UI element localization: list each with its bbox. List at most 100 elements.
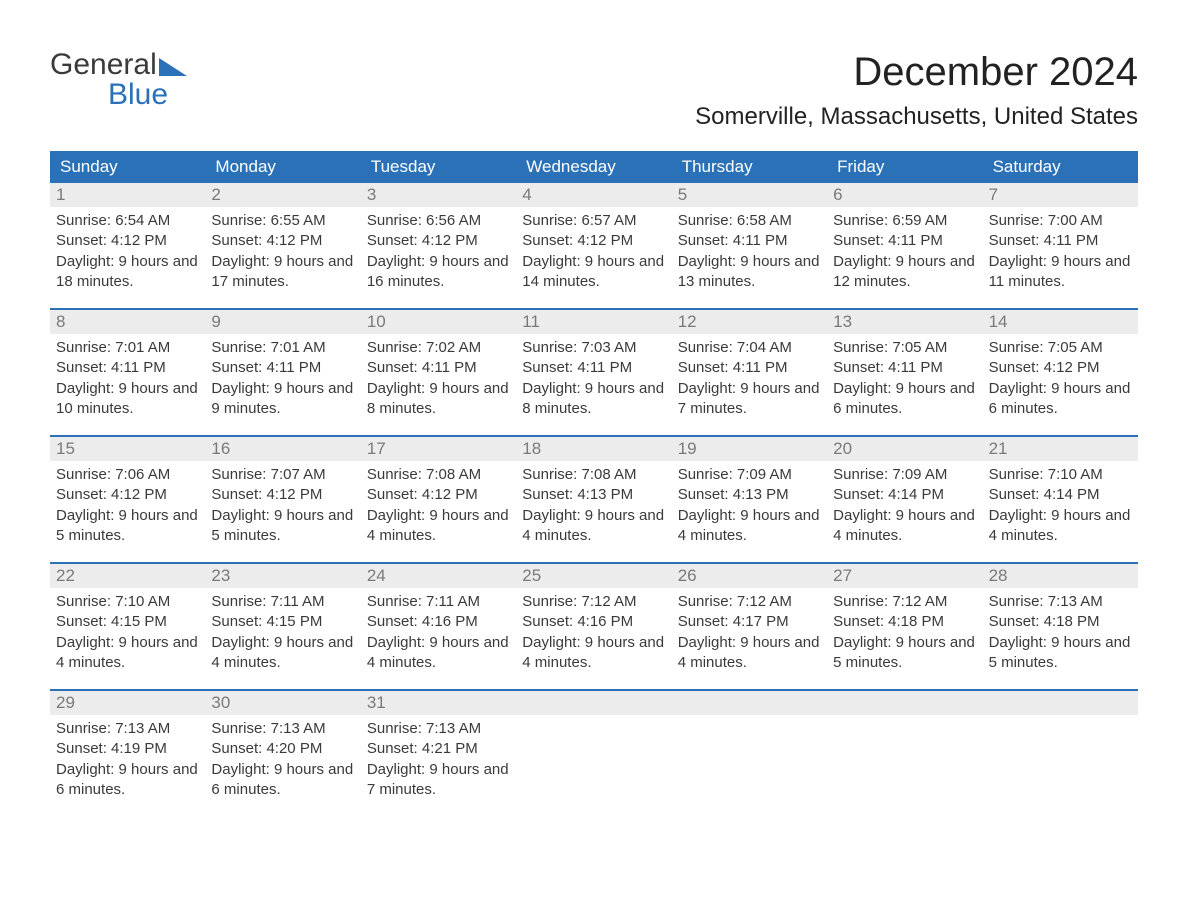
calendar-week: 15161718192021Sunrise: 7:06 AMSunset: 4:…	[50, 435, 1138, 550]
sunset-text: Sunset: 4:11 PM	[833, 358, 976, 378]
day-number: 25	[516, 564, 671, 588]
daylight-text: Daylight: 9 hours and 7 minutes.	[367, 760, 510, 801]
calendar-weeks: 1234567Sunrise: 6:54 AMSunset: 4:12 PMDa…	[50, 183, 1138, 804]
calendar-day-header: Sunday Monday Tuesday Wednesday Thursday…	[50, 151, 1138, 183]
sunset-text: Sunset: 4:11 PM	[522, 358, 665, 378]
daylight-text: Daylight: 9 hours and 10 minutes.	[56, 379, 199, 420]
daylight-text: Daylight: 9 hours and 14 minutes.	[522, 252, 665, 293]
day-number: 20	[827, 437, 982, 461]
header: General Blue December 2024 Somerville, M…	[50, 50, 1138, 145]
day-number	[983, 691, 1138, 715]
sunset-text: Sunset: 4:12 PM	[367, 231, 510, 251]
day-cell: Sunrise: 7:08 AMSunset: 4:12 PMDaylight:…	[361, 461, 516, 550]
page-title: December 2024	[695, 50, 1138, 95]
daylight-text: Daylight: 9 hours and 4 minutes.	[678, 506, 821, 547]
calendar-week: 293031 Sunrise: 7:13 AMSunset: 4:19 PMDa…	[50, 689, 1138, 804]
daylight-text: Daylight: 9 hours and 5 minutes.	[833, 633, 976, 674]
day-number: 3	[361, 183, 516, 207]
day-cell: Sunrise: 7:13 AMSunset: 4:19 PMDaylight:…	[50, 715, 205, 804]
sunset-text: Sunset: 4:19 PM	[56, 739, 199, 759]
sunset-text: Sunset: 4:16 PM	[367, 612, 510, 632]
sunrise-text: Sunrise: 7:08 AM	[367, 465, 510, 485]
day-number: 2	[205, 183, 360, 207]
sunset-text: Sunset: 4:18 PM	[989, 612, 1132, 632]
day-cell: Sunrise: 6:55 AMSunset: 4:12 PMDaylight:…	[205, 207, 360, 296]
sunset-text: Sunset: 4:11 PM	[678, 358, 821, 378]
day-number: 11	[516, 310, 671, 334]
daylight-text: Daylight: 9 hours and 9 minutes.	[211, 379, 354, 420]
day-cell: Sunrise: 7:10 AMSunset: 4:15 PMDaylight:…	[50, 588, 205, 677]
day-number: 19	[672, 437, 827, 461]
day-number: 21	[983, 437, 1138, 461]
sunrise-text: Sunrise: 7:13 AM	[989, 592, 1132, 612]
dayname-wed: Wednesday	[516, 151, 671, 183]
daynum-row: 22232425262728	[50, 564, 1138, 588]
daylight-text: Daylight: 9 hours and 6 minutes.	[989, 379, 1132, 420]
sunset-text: Sunset: 4:12 PM	[56, 485, 199, 505]
day-number: 26	[672, 564, 827, 588]
dayname-fri: Friday	[827, 151, 982, 183]
sunrise-text: Sunrise: 7:07 AM	[211, 465, 354, 485]
daylight-text: Daylight: 9 hours and 18 minutes.	[56, 252, 199, 293]
day-cell: Sunrise: 7:04 AMSunset: 4:11 PMDaylight:…	[672, 334, 827, 423]
daylight-text: Daylight: 9 hours and 4 minutes.	[678, 633, 821, 674]
day-cell: Sunrise: 7:12 AMSunset: 4:18 PMDaylight:…	[827, 588, 982, 677]
day-cell: Sunrise: 6:57 AMSunset: 4:12 PMDaylight:…	[516, 207, 671, 296]
sunset-text: Sunset: 4:12 PM	[522, 231, 665, 251]
sunset-text: Sunset: 4:12 PM	[56, 231, 199, 251]
daylight-text: Daylight: 9 hours and 8 minutes.	[522, 379, 665, 420]
sunrise-text: Sunrise: 7:00 AM	[989, 211, 1132, 231]
daylight-text: Daylight: 9 hours and 4 minutes.	[367, 506, 510, 547]
sunrise-text: Sunrise: 7:10 AM	[56, 592, 199, 612]
sunrise-text: Sunrise: 7:05 AM	[989, 338, 1132, 358]
daylight-text: Daylight: 9 hours and 5 minutes.	[989, 633, 1132, 674]
sunrise-text: Sunrise: 7:01 AM	[56, 338, 199, 358]
sunrise-text: Sunrise: 7:13 AM	[211, 719, 354, 739]
day-cell: Sunrise: 6:58 AMSunset: 4:11 PMDaylight:…	[672, 207, 827, 296]
day-number: 13	[827, 310, 982, 334]
day-cell: Sunrise: 7:13 AMSunset: 4:21 PMDaylight:…	[361, 715, 516, 804]
daybody-row: Sunrise: 7:10 AMSunset: 4:15 PMDaylight:…	[50, 588, 1138, 677]
sunset-text: Sunset: 4:12 PM	[989, 358, 1132, 378]
sunrise-text: Sunrise: 7:03 AM	[522, 338, 665, 358]
sunset-text: Sunset: 4:11 PM	[367, 358, 510, 378]
day-cell: Sunrise: 7:11 AMSunset: 4:15 PMDaylight:…	[205, 588, 360, 677]
sunset-text: Sunset: 4:12 PM	[211, 485, 354, 505]
daylight-text: Daylight: 9 hours and 7 minutes.	[678, 379, 821, 420]
day-cell	[672, 715, 827, 804]
daylight-text: Daylight: 9 hours and 5 minutes.	[211, 506, 354, 547]
day-cell	[516, 715, 671, 804]
sunrise-text: Sunrise: 7:12 AM	[522, 592, 665, 612]
day-number: 27	[827, 564, 982, 588]
day-cell	[827, 715, 982, 804]
calendar-week: 891011121314Sunrise: 7:01 AMSunset: 4:11…	[50, 308, 1138, 423]
sunrise-text: Sunrise: 6:56 AM	[367, 211, 510, 231]
day-number: 22	[50, 564, 205, 588]
day-cell: Sunrise: 7:02 AMSunset: 4:11 PMDaylight:…	[361, 334, 516, 423]
day-number: 29	[50, 691, 205, 715]
day-cell: Sunrise: 7:12 AMSunset: 4:16 PMDaylight:…	[516, 588, 671, 677]
sunrise-text: Sunrise: 7:11 AM	[211, 592, 354, 612]
sunrise-text: Sunrise: 7:13 AM	[367, 719, 510, 739]
brand-part1: General	[50, 48, 157, 81]
sunrise-text: Sunrise: 7:13 AM	[56, 719, 199, 739]
sunset-text: Sunset: 4:20 PM	[211, 739, 354, 759]
day-cell: Sunrise: 7:00 AMSunset: 4:11 PMDaylight:…	[983, 207, 1138, 296]
sunrise-text: Sunrise: 6:58 AM	[678, 211, 821, 231]
sunset-text: Sunset: 4:13 PM	[678, 485, 821, 505]
day-cell: Sunrise: 7:08 AMSunset: 4:13 PMDaylight:…	[516, 461, 671, 550]
dayname-tue: Tuesday	[361, 151, 516, 183]
day-cell: Sunrise: 7:09 AMSunset: 4:13 PMDaylight:…	[672, 461, 827, 550]
day-number: 16	[205, 437, 360, 461]
sunset-text: Sunset: 4:16 PM	[522, 612, 665, 632]
daylight-text: Daylight: 9 hours and 8 minutes.	[367, 379, 510, 420]
day-number: 10	[361, 310, 516, 334]
day-number: 23	[205, 564, 360, 588]
sunrise-text: Sunrise: 7:10 AM	[989, 465, 1132, 485]
day-number	[827, 691, 982, 715]
daynum-row: 293031	[50, 691, 1138, 715]
day-number	[672, 691, 827, 715]
sunset-text: Sunset: 4:11 PM	[833, 231, 976, 251]
daynum-row: 15161718192021	[50, 437, 1138, 461]
day-cell: Sunrise: 7:01 AMSunset: 4:11 PMDaylight:…	[205, 334, 360, 423]
